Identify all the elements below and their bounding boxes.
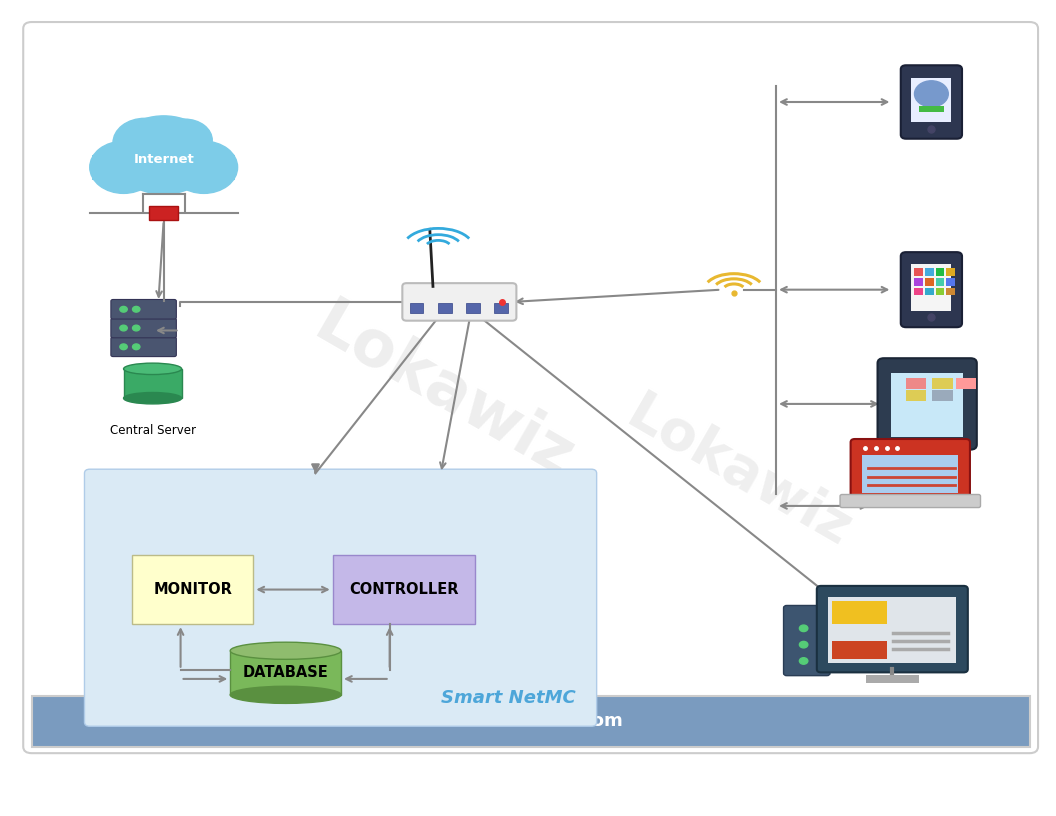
Bar xyxy=(832,641,887,659)
Circle shape xyxy=(133,306,139,312)
Circle shape xyxy=(120,325,127,330)
Text: www.lokawiz.com: www.lokawiz.com xyxy=(444,712,623,730)
Text: CONTROLLER: CONTROLLER xyxy=(350,582,458,597)
FancyBboxPatch shape xyxy=(901,65,962,139)
FancyBboxPatch shape xyxy=(784,605,830,676)
Circle shape xyxy=(799,658,808,664)
Bar xyxy=(914,288,923,295)
Circle shape xyxy=(799,625,808,632)
Text: DATABASE: DATABASE xyxy=(243,665,328,681)
Ellipse shape xyxy=(230,642,341,659)
Bar xyxy=(914,278,923,286)
Text: MONITOR: MONITOR xyxy=(153,582,232,597)
Text: Internet: Internet xyxy=(133,153,194,166)
Bar xyxy=(832,601,887,624)
Circle shape xyxy=(113,118,176,167)
Circle shape xyxy=(133,344,139,349)
FancyBboxPatch shape xyxy=(23,22,1038,753)
Bar xyxy=(494,303,508,313)
Bar xyxy=(925,268,934,276)
FancyBboxPatch shape xyxy=(901,252,962,327)
FancyBboxPatch shape xyxy=(111,337,176,357)
Bar xyxy=(410,303,423,313)
Bar xyxy=(829,597,957,663)
Bar xyxy=(891,373,963,437)
Text: Lokawiz: Lokawiz xyxy=(303,293,584,490)
Bar xyxy=(946,268,955,276)
FancyBboxPatch shape xyxy=(402,283,516,321)
Circle shape xyxy=(914,81,948,107)
Bar xyxy=(946,278,955,286)
Text: Smart NetMC: Smart NetMC xyxy=(440,690,576,707)
FancyBboxPatch shape xyxy=(817,586,968,672)
FancyBboxPatch shape xyxy=(111,318,176,338)
Ellipse shape xyxy=(230,686,341,703)
Ellipse shape xyxy=(124,392,182,404)
Bar xyxy=(230,651,341,694)
Circle shape xyxy=(90,141,157,193)
Circle shape xyxy=(799,641,808,648)
Bar xyxy=(438,303,452,313)
Circle shape xyxy=(157,119,212,162)
Bar xyxy=(919,106,944,112)
Bar xyxy=(936,278,944,286)
Circle shape xyxy=(170,141,238,193)
Text: Central Server: Central Server xyxy=(110,424,196,437)
Bar xyxy=(911,78,951,122)
Circle shape xyxy=(120,344,127,349)
Bar xyxy=(149,206,178,220)
FancyBboxPatch shape xyxy=(841,494,980,508)
FancyBboxPatch shape xyxy=(84,469,597,726)
Bar xyxy=(333,555,475,624)
Bar xyxy=(906,378,926,389)
Bar xyxy=(863,452,959,493)
FancyBboxPatch shape xyxy=(878,358,977,450)
Circle shape xyxy=(120,306,127,312)
Bar xyxy=(124,369,182,398)
Bar xyxy=(32,696,1030,747)
Bar xyxy=(132,555,253,624)
Bar xyxy=(925,278,934,286)
Bar xyxy=(936,268,944,276)
Bar xyxy=(855,442,965,455)
Bar xyxy=(911,264,951,311)
FancyBboxPatch shape xyxy=(851,439,970,501)
Ellipse shape xyxy=(124,363,182,375)
Bar xyxy=(946,288,955,295)
Bar xyxy=(932,378,953,389)
Bar xyxy=(925,288,934,295)
Circle shape xyxy=(113,116,214,194)
Bar xyxy=(866,675,919,683)
Bar xyxy=(914,268,923,276)
Bar xyxy=(92,155,235,180)
Bar xyxy=(906,390,926,401)
Bar xyxy=(936,288,944,295)
FancyBboxPatch shape xyxy=(111,299,176,319)
Bar xyxy=(956,378,976,389)
Circle shape xyxy=(133,325,139,330)
Bar xyxy=(932,390,953,401)
Text: Lokawiz: Lokawiz xyxy=(618,388,861,559)
Bar xyxy=(466,303,479,313)
